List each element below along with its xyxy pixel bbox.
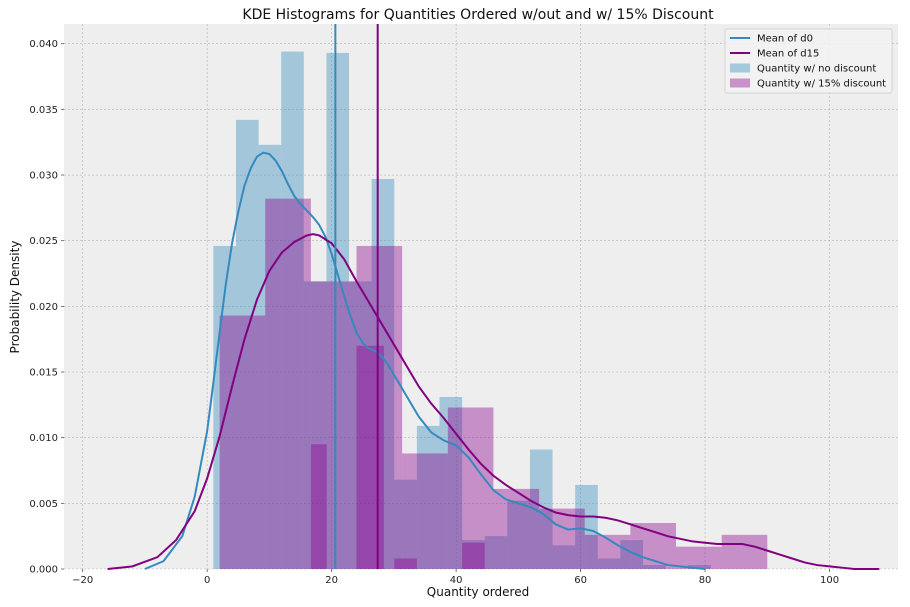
x-tick-label: 80 [699,575,712,586]
x-tick-label: 20 [325,575,338,586]
histogram-bar-15-discount [539,508,585,569]
x-tick-label: −20 [72,575,93,586]
legend-label: Mean of d15 [757,49,819,60]
histogram-15-discount [219,198,768,569]
histogram-bar-15-discount [356,245,403,569]
histogram-bar-no-discount [235,119,259,570]
legend-label: Mean of d0 [757,34,813,45]
x-tick-label: 40 [450,575,463,586]
histogram-bar-no-discount [529,449,553,569]
histogram-bar-no-discount [484,536,508,569]
histogram-bar-no-discount [507,500,530,569]
y-tick-label: 0.030 [29,171,58,182]
kde-layer [107,151,880,570]
legend-label: Quantity w/ no discount [757,64,876,75]
y-tick-label: 0.025 [29,236,58,247]
histogram-bar-15-discount [630,523,676,569]
histogram-bar-no-discount [416,425,440,569]
histogram-bar-15-discount [265,198,311,569]
histogram-bar-15-discount [675,546,722,569]
y-tick-label: 0.015 [29,368,58,379]
histogram-bar-no-discount [462,540,485,569]
chart-title: KDE Histograms for Quantities Ordered w/… [242,7,714,23]
histogram-no-discount [213,51,711,570]
x-axis-title: Quantity ordered [427,585,529,599]
histogram-bar-no-discount [575,484,598,569]
histogram-bar-15-discount [310,444,327,569]
histogram-bar-15-discount [721,534,768,569]
y-tick-label: 0.040 [29,39,58,50]
histogram-bar-no-discount [303,281,327,569]
y-tick-label: 0.005 [29,499,58,510]
legend-box [724,28,893,94]
histogram-bar-no-discount [213,245,236,569]
histogram-bar-no-discount [597,558,621,569]
tick-labels: 0.000 0.005 0.010 0.015 0.020 0.025 0.030 0.035… [29,39,839,586]
histogram-bar-no-discount [620,540,644,569]
x-tick-label: 60 [574,575,587,586]
y-tick-label: 0.000 [29,565,58,576]
x-tick-label: 100 [820,575,839,586]
legend: Mean of d0 Mean of d15 Quantity w/ no disc… [724,28,893,94]
kde-curve-no-discount [144,151,706,570]
y-tick-label: 0.035 [29,105,58,116]
legend-patch-swatch [730,78,750,88]
histogram-bar-15-discount [584,534,631,569]
histogram-bar-no-discount [326,52,350,570]
histogram-bar-15-discount [402,453,448,569]
grid-layer [64,24,898,570]
histogram-bar-no-discount [643,565,666,569]
histogram-bar-15-discount [310,281,357,569]
histogram-bar-no-discount [688,565,711,569]
histogram-bar-no-discount [349,281,372,569]
plot-area [64,24,898,569]
histogram-bar-no-discount [552,545,576,569]
x-tick-label: 0 [204,575,210,586]
y-axis-title: Probability Density [8,241,22,354]
histogram-bar-15-discount [356,345,384,569]
kde-curve-15-discount [107,233,880,570]
histogram-bar-no-discount [258,144,282,569]
histogram-bar-15-discount [462,542,485,569]
histogram-bar-15-discount [394,558,417,569]
histogram-bar-no-discount [394,479,417,569]
y-tick-label: 0.010 [29,433,58,444]
y-tick-label: 0.020 [29,302,58,313]
histogram-bar-15-discount [219,315,266,569]
legend-label: Quantity w/ 15% discount [757,79,886,90]
legend-patch-swatch [730,63,750,73]
mean-lines [334,24,379,569]
